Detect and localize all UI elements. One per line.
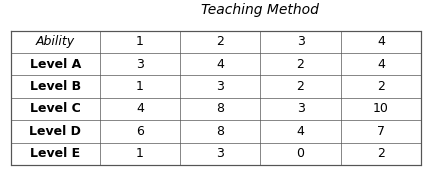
Text: 2: 2 (377, 147, 385, 160)
Text: 4: 4 (296, 125, 305, 138)
Text: 4: 4 (377, 35, 385, 48)
Text: 4: 4 (216, 58, 224, 71)
Text: Level B: Level B (30, 80, 81, 93)
Text: Level D: Level D (30, 125, 81, 138)
Text: 2: 2 (216, 35, 224, 48)
Text: 3: 3 (296, 35, 305, 48)
Text: Ability: Ability (36, 35, 75, 48)
Text: 3: 3 (296, 103, 305, 115)
Text: 2: 2 (296, 80, 305, 93)
Text: Level A: Level A (30, 58, 81, 71)
Text: 3: 3 (136, 58, 144, 71)
Text: 2: 2 (377, 80, 385, 93)
Text: 4: 4 (136, 103, 144, 115)
Text: 8: 8 (216, 103, 224, 115)
Text: 8: 8 (216, 125, 224, 138)
Text: Level E: Level E (30, 147, 80, 160)
Text: 2: 2 (296, 58, 305, 71)
Text: 7: 7 (377, 125, 385, 138)
Text: 6: 6 (136, 125, 144, 138)
Text: 1: 1 (136, 147, 144, 160)
Text: Teaching Method: Teaching Method (201, 3, 319, 17)
Text: 1: 1 (136, 80, 144, 93)
Text: 1: 1 (136, 35, 144, 48)
Text: 3: 3 (216, 147, 224, 160)
Text: 4: 4 (377, 58, 385, 71)
Text: 0: 0 (296, 147, 305, 160)
Text: Level C: Level C (30, 103, 81, 115)
Text: 3: 3 (216, 80, 224, 93)
Text: 10: 10 (373, 103, 389, 115)
